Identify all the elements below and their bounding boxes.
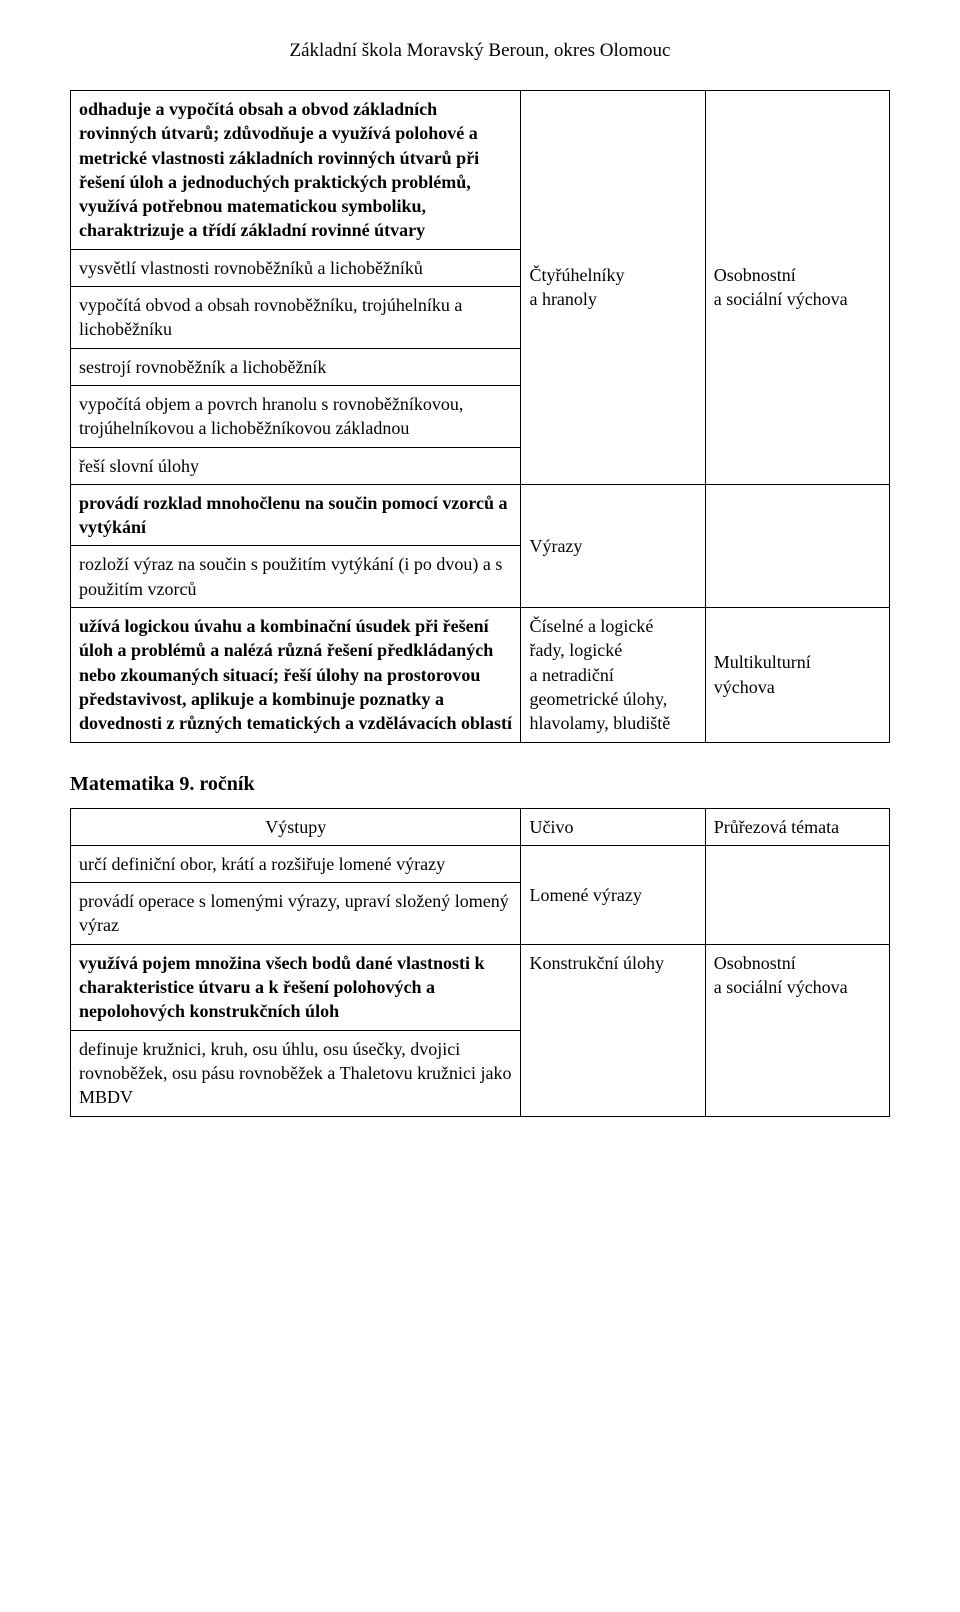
theme-line: výchova	[714, 677, 775, 697]
outcome-cell: užívá logickou úvahu a kombinační úsudek…	[71, 608, 521, 742]
topic-cell: Lomené výrazy	[521, 845, 705, 944]
topic-line: a netradiční	[529, 665, 613, 685]
outcome-cell: určí definiční obor, krátí a rozšiřuje l…	[71, 845, 521, 882]
outcome-cell: rozloží výraz na součin s použitím vytýk…	[71, 546, 521, 608]
theme-line: a sociální výchova	[714, 289, 848, 309]
curriculum-table-1: odhaduje a vypočítá obsah a obvod základ…	[70, 90, 890, 743]
column-header-outputs: Výstupy	[71, 808, 521, 845]
theme-line: a sociální výchova	[714, 977, 848, 997]
topic-cell: Výrazy	[521, 484, 705, 607]
page-header: Základní škola Moravský Beroun, okres Ol…	[70, 40, 890, 62]
outcome-cell: vysvětlí vlastnosti rovnoběžníků a licho…	[71, 249, 521, 286]
outcome-cell: odhaduje a vypočítá obsah a obvod základ…	[71, 91, 521, 250]
topic-cell: Číselné a logické řady, logické a netrad…	[521, 608, 705, 742]
theme-line: Osobnostní	[714, 265, 796, 285]
topic-line: Čtyřúhelníky	[529, 265, 624, 285]
theme-cell	[705, 484, 889, 607]
topic-cell: Čtyřúhelníky a hranoly	[521, 91, 705, 485]
topic-line: a hranoly	[529, 289, 596, 309]
theme-cell: Osobnostní a sociální výchova	[705, 944, 889, 1116]
outcome-cell: definuje kružnici, kruh, osu úhlu, osu ú…	[71, 1030, 521, 1116]
outcome-cell: vypočítá obvod a obsah rovnoběžníku, tro…	[71, 287, 521, 349]
theme-line: Multikulturní	[714, 652, 811, 672]
outcome-cell: využívá pojem množina všech bodů dané vl…	[71, 944, 521, 1030]
outcome-cell: řeší slovní úlohy	[71, 447, 521, 484]
column-header-theme: Průřezová témata	[705, 808, 889, 845]
curriculum-table-2: Výstupy Učivo Průřezová témata určí defi…	[70, 808, 890, 1117]
topic-line: geometrické úlohy,	[529, 689, 667, 709]
theme-line: Osobnostní	[714, 953, 796, 973]
topic-cell: Konstrukční úlohy	[521, 944, 705, 1116]
outcome-cell: vypočítá objem a povrch hranolu s rovnob…	[71, 385, 521, 447]
theme-cell: Multikulturní výchova	[705, 608, 889, 742]
topic-line: hlavolamy, bludiště	[529, 713, 670, 733]
topic-line: řady, logické	[529, 640, 622, 660]
outcome-cell: provádí operace s lomenými výrazy, uprav…	[71, 883, 521, 945]
section-title: Matematika 9. ročník	[70, 773, 890, 796]
theme-cell	[705, 845, 889, 944]
column-header-topic: Učivo	[521, 808, 705, 845]
theme-cell: Osobnostní a sociální výchova	[705, 91, 889, 485]
outcome-cell: sestrojí rovnoběžník a lichoběžník	[71, 348, 521, 385]
topic-line: Číselné a logické	[529, 616, 653, 636]
outcome-cell: provádí rozklad mnohočlenu na součin pom…	[71, 484, 521, 546]
